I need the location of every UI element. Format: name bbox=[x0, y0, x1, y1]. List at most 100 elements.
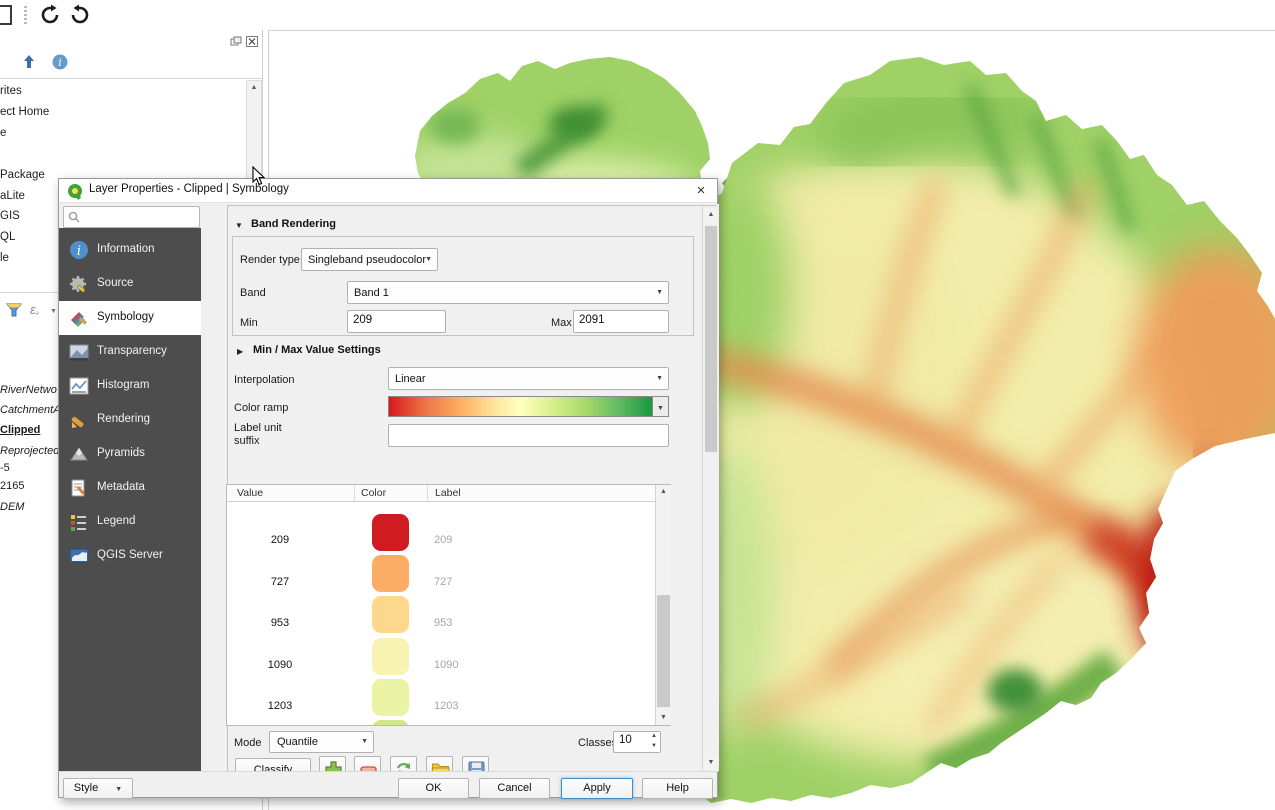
class-label[interactable]: 727 bbox=[434, 576, 452, 588]
max-input[interactable]: 2091 bbox=[573, 310, 669, 333]
tab-histogram[interactable]: Histogram bbox=[59, 369, 201, 403]
class-label[interactable]: 1203 bbox=[434, 700, 458, 712]
class-color-swatch[interactable] bbox=[372, 555, 409, 592]
browser-item-oracle[interactable]: le bbox=[0, 249, 9, 267]
chevron-down-icon: ▼ bbox=[425, 256, 432, 263]
collapse-triangle-icon[interactable]: ▼ bbox=[235, 221, 243, 230]
class-value[interactable]: 727 bbox=[235, 576, 325, 588]
undo-reload-icon[interactable] bbox=[68, 3, 92, 27]
tab-legend[interactable]: Legend bbox=[59, 505, 201, 539]
scroll-up-arrow[interactable]: ▲ bbox=[247, 81, 261, 95]
properties-search-input[interactable] bbox=[63, 206, 200, 228]
class-color-swatch[interactable] bbox=[372, 638, 409, 675]
scroll-thumb[interactable] bbox=[705, 226, 717, 452]
browser-item-project-home[interactable]: ect Home bbox=[0, 103, 49, 121]
class-value[interactable]: 209 bbox=[235, 534, 325, 546]
column-header-label[interactable]: Label bbox=[427, 485, 655, 502]
table-body: 209 209 727 727 953 953 1090 1090 1203 1… bbox=[227, 502, 655, 725]
band-rendering-header[interactable]: Band Rendering bbox=[251, 218, 336, 230]
color-ramp-label: Color ramp bbox=[234, 402, 288, 414]
layer-item-2165[interactable]: 2165 bbox=[0, 477, 24, 495]
classes-spinbox[interactable]: 10 ▲ ▼ bbox=[613, 731, 661, 753]
min-label: Min bbox=[240, 317, 258, 329]
tab-qgis-server[interactable]: QGIS Server bbox=[59, 539, 201, 573]
scroll-up-arrow[interactable]: ▲ bbox=[656, 485, 671, 499]
scroll-down-arrow[interactable]: ▼ bbox=[656, 711, 671, 725]
style-menu-button[interactable]: Style ▼ bbox=[63, 778, 133, 799]
chevron-down-icon: ▼ bbox=[115, 786, 122, 793]
cancel-button[interactable]: Cancel bbox=[479, 778, 550, 799]
tab-symbology[interactable]: Symbology bbox=[59, 301, 201, 335]
column-header-value[interactable]: Value bbox=[227, 485, 354, 502]
filter-legend-icon[interactable] bbox=[6, 302, 22, 318]
browser-item-postgis[interactable]: GIS bbox=[0, 207, 20, 225]
apply-button[interactable]: Apply bbox=[561, 778, 633, 799]
tab-source[interactable]: Source bbox=[59, 267, 201, 301]
class-label[interactable]: 953 bbox=[434, 617, 452, 629]
class-value[interactable]: 1203 bbox=[235, 700, 325, 712]
class-color-swatch[interactable] bbox=[372, 679, 409, 716]
partial-tool-icon[interactable] bbox=[0, 5, 12, 25]
class-label[interactable]: 1090 bbox=[434, 659, 458, 671]
properties-info-icon[interactable]: i bbox=[52, 54, 68, 70]
spin-up-icon[interactable]: ▲ bbox=[651, 733, 657, 739]
color-ramp-dropdown[interactable]: ▼ bbox=[653, 396, 669, 417]
layer-item-5[interactable]: -5 bbox=[0, 459, 10, 477]
tab-transparency[interactable]: Transparency bbox=[59, 335, 201, 369]
add-layer-arrow-icon[interactable] bbox=[20, 53, 38, 71]
class-color-swatch[interactable] bbox=[372, 596, 409, 633]
class-value[interactable]: 1090 bbox=[235, 659, 325, 671]
tab-pyramids[interactable]: Pyramids bbox=[59, 437, 201, 471]
panel-float-icon[interactable] bbox=[230, 36, 242, 47]
color-ramp-widget[interactable] bbox=[388, 396, 653, 417]
dialog-titlebar[interactable]: Layer Properties - Clipped | Symbology × bbox=[59, 179, 717, 203]
table-scrollbar[interactable]: ▲ ▼ bbox=[655, 485, 671, 725]
browser-item-home[interactable]: e bbox=[0, 124, 6, 142]
expression-filter-icon[interactable]: εₔ bbox=[30, 302, 50, 318]
layer-item-catchment[interactable]: CatchmentA bbox=[0, 401, 61, 419]
browser-item-favorites[interactable]: rites bbox=[0, 82, 22, 100]
close-icon[interactable]: × bbox=[691, 181, 711, 201]
render-type-label: Render type bbox=[240, 254, 300, 266]
browser-item-spatialite[interactable]: aLite bbox=[0, 187, 25, 205]
spin-down-icon[interactable]: ▼ bbox=[651, 743, 657, 749]
panel-close-icon[interactable] bbox=[246, 36, 258, 47]
svg-text:i: i bbox=[77, 244, 81, 259]
help-button[interactable]: Help bbox=[642, 778, 713, 799]
layer-item-clipped[interactable]: Clipped bbox=[0, 421, 40, 439]
column-header-color[interactable]: Color bbox=[354, 485, 427, 502]
layer-item-dem[interactable]: DEM bbox=[0, 498, 24, 516]
scroll-up-arrow[interactable]: ▲ bbox=[704, 208, 718, 222]
class-label[interactable]: 209 bbox=[434, 534, 452, 546]
class-color-swatch[interactable] bbox=[372, 514, 409, 551]
min-input[interactable]: 209 bbox=[347, 310, 446, 333]
mode-combobox[interactable]: Quantile ▼ bbox=[269, 731, 374, 753]
browser-item-mssql[interactable]: QL bbox=[0, 228, 15, 246]
mouse-cursor bbox=[252, 166, 266, 187]
tab-information[interactable]: i Information bbox=[59, 233, 201, 267]
ok-button[interactable]: OK bbox=[398, 778, 469, 799]
class-value[interactable]: 953 bbox=[235, 617, 325, 629]
browser-toolbar-divider bbox=[0, 78, 262, 79]
collapsed-triangle-icon[interactable]: ▶ bbox=[237, 347, 243, 356]
page-scrollbar[interactable]: ▲ ▼ bbox=[702, 206, 718, 772]
dialog-footer: Style ▼ OK Cancel Apply Help bbox=[59, 771, 717, 797]
scroll-down-arrow[interactable]: ▼ bbox=[704, 756, 718, 770]
minmax-settings-header[interactable]: Min / Max Value Settings bbox=[253, 344, 381, 356]
scroll-thumb[interactable] bbox=[657, 595, 670, 707]
render-type-combobox[interactable]: Singleband pseudocolor ▼ bbox=[301, 248, 438, 271]
layer-item-reprojected[interactable]: Reprojected bbox=[0, 442, 59, 460]
label-unit-suffix-input[interactable] bbox=[388, 424, 669, 447]
layer-item-rivernetwork[interactable]: RiverNetwo bbox=[0, 381, 57, 399]
tab-rendering[interactable]: Rendering bbox=[59, 403, 201, 437]
class-color-swatch[interactable] bbox=[372, 720, 409, 725]
tab-metadata[interactable]: Metadata bbox=[59, 471, 201, 505]
interpolation-combobox[interactable]: Linear ▼ bbox=[388, 367, 669, 390]
browser-item-geopackage[interactable]: Package bbox=[0, 166, 45, 184]
legend-icon bbox=[69, 512, 89, 532]
color-classes-table[interactable]: Value Color Label 209 209 727 727 953 95… bbox=[226, 484, 671, 726]
band-combobox[interactable]: Band 1 ▼ bbox=[347, 281, 669, 304]
refresh-icon[interactable] bbox=[38, 3, 62, 27]
filter-dropdown-arrow[interactable]: ▼ bbox=[50, 308, 57, 315]
properties-tab-list: i Information Source Symbology Transpare… bbox=[59, 228, 201, 771]
